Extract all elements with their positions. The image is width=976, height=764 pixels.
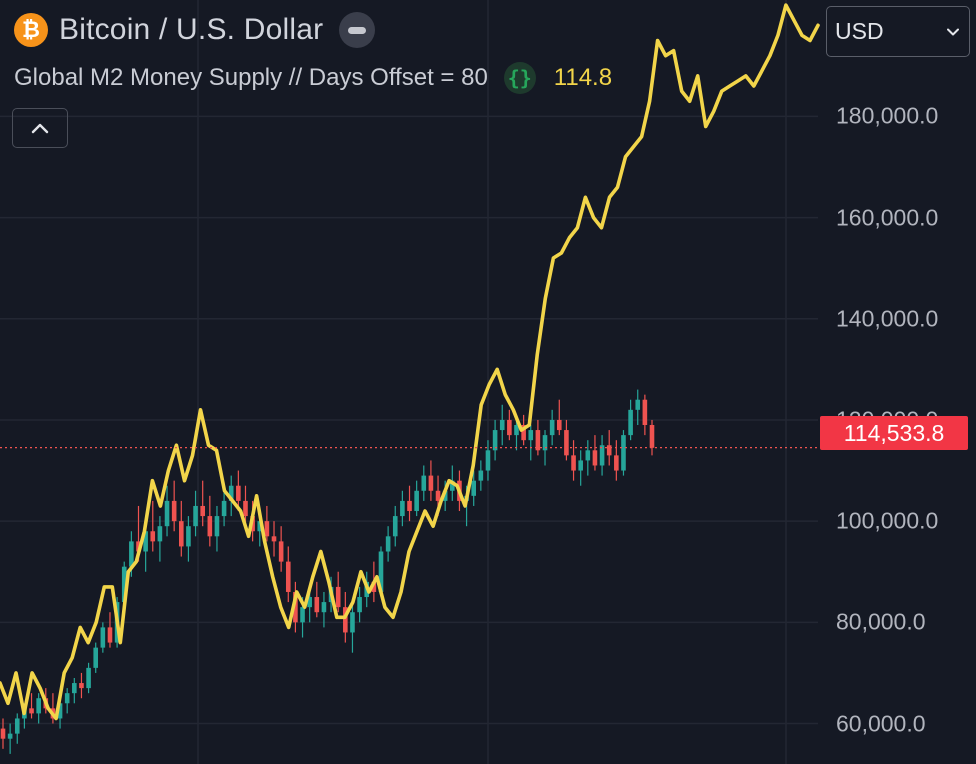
candle (385, 526, 391, 562)
candle (335, 571, 341, 613)
m2-line (0, 3, 820, 721)
candle (150, 500, 156, 552)
candle (93, 642, 99, 673)
chevron-up-icon (31, 123, 49, 134)
price-axis-label: 160,000.0 (836, 204, 939, 231)
candle (29, 693, 34, 719)
collapse-legend-button[interactable] (339, 12, 376, 48)
indicator-value: 114.8 (553, 64, 613, 91)
candle (7, 723, 13, 754)
candle (507, 409, 512, 441)
symbol-legend: ₿ Bitcoin / U.S. Dollar (14, 12, 376, 48)
candle (571, 440, 576, 481)
candle (321, 591, 327, 628)
candle (186, 516, 191, 562)
candle (621, 430, 626, 476)
candle (293, 581, 298, 633)
candle (178, 500, 184, 557)
candle (243, 485, 248, 527)
candle (271, 521, 277, 557)
candle (471, 470, 477, 506)
candle (14, 713, 20, 744)
candle (79, 672, 84, 699)
candle (314, 581, 320, 618)
indicator-name: Global M2 Money Supply // Days Offset = … (14, 64, 488, 91)
candle (599, 435, 605, 476)
candle (485, 440, 491, 481)
candle (578, 450, 583, 486)
candle (0, 718, 6, 749)
candle (585, 440, 591, 476)
candle (278, 526, 284, 572)
candle (528, 425, 534, 461)
candle (428, 460, 434, 501)
candle (564, 419, 569, 461)
candle (421, 465, 427, 501)
candle (642, 394, 648, 436)
candle (535, 419, 541, 456)
candle (36, 693, 41, 724)
candle (549, 409, 555, 446)
candle (392, 505, 398, 547)
price-axis-label: 140,000.0 (836, 305, 939, 332)
candle (492, 419, 498, 461)
candle (228, 475, 234, 517)
candle (350, 602, 355, 653)
currency-select[interactable]: USD (826, 6, 970, 57)
candle (221, 490, 227, 527)
candle (214, 505, 220, 552)
indicator-legend: Global M2 Money Supply // Days Offset = … (14, 62, 612, 94)
candle (635, 389, 641, 426)
candle (171, 480, 177, 532)
last-price-label: 114,533.8 (820, 416, 968, 450)
candle (414, 480, 419, 517)
candle (592, 435, 598, 471)
bitcoin-icon: ₿ (14, 13, 48, 47)
chevron-down-icon (947, 28, 959, 35)
candle (614, 440, 619, 481)
braces-icon[interactable]: {} (503, 62, 536, 94)
currency-value: USD (835, 18, 884, 44)
candle (407, 485, 412, 522)
candle (164, 485, 170, 537)
candle (64, 688, 70, 714)
candle (649, 419, 655, 456)
candle (285, 546, 291, 603)
symbol-title: Bitcoin / U.S. Dollar (59, 13, 324, 46)
candle (357, 586, 362, 623)
candle (236, 470, 241, 512)
candle (207, 495, 213, 547)
candle (606, 430, 612, 466)
candle (200, 480, 205, 527)
candle (499, 404, 505, 446)
price-axis-label: 60,000.0 (836, 710, 926, 737)
candle (478, 460, 484, 491)
minus-icon (348, 26, 367, 34)
candle (86, 662, 91, 694)
price-axis-label: 180,000.0 (836, 102, 939, 129)
candle (556, 399, 562, 436)
candle (107, 612, 113, 648)
candle (72, 677, 77, 704)
price-axis-label: 100,000.0 (836, 507, 939, 534)
legend-toggle-button[interactable] (12, 108, 68, 148)
candle (157, 516, 163, 562)
price-axis-label: 80,000.0 (836, 608, 926, 635)
candle (193, 490, 198, 537)
candle (400, 490, 405, 527)
candle (628, 399, 633, 441)
candle (264, 505, 270, 542)
candle (100, 622, 106, 653)
